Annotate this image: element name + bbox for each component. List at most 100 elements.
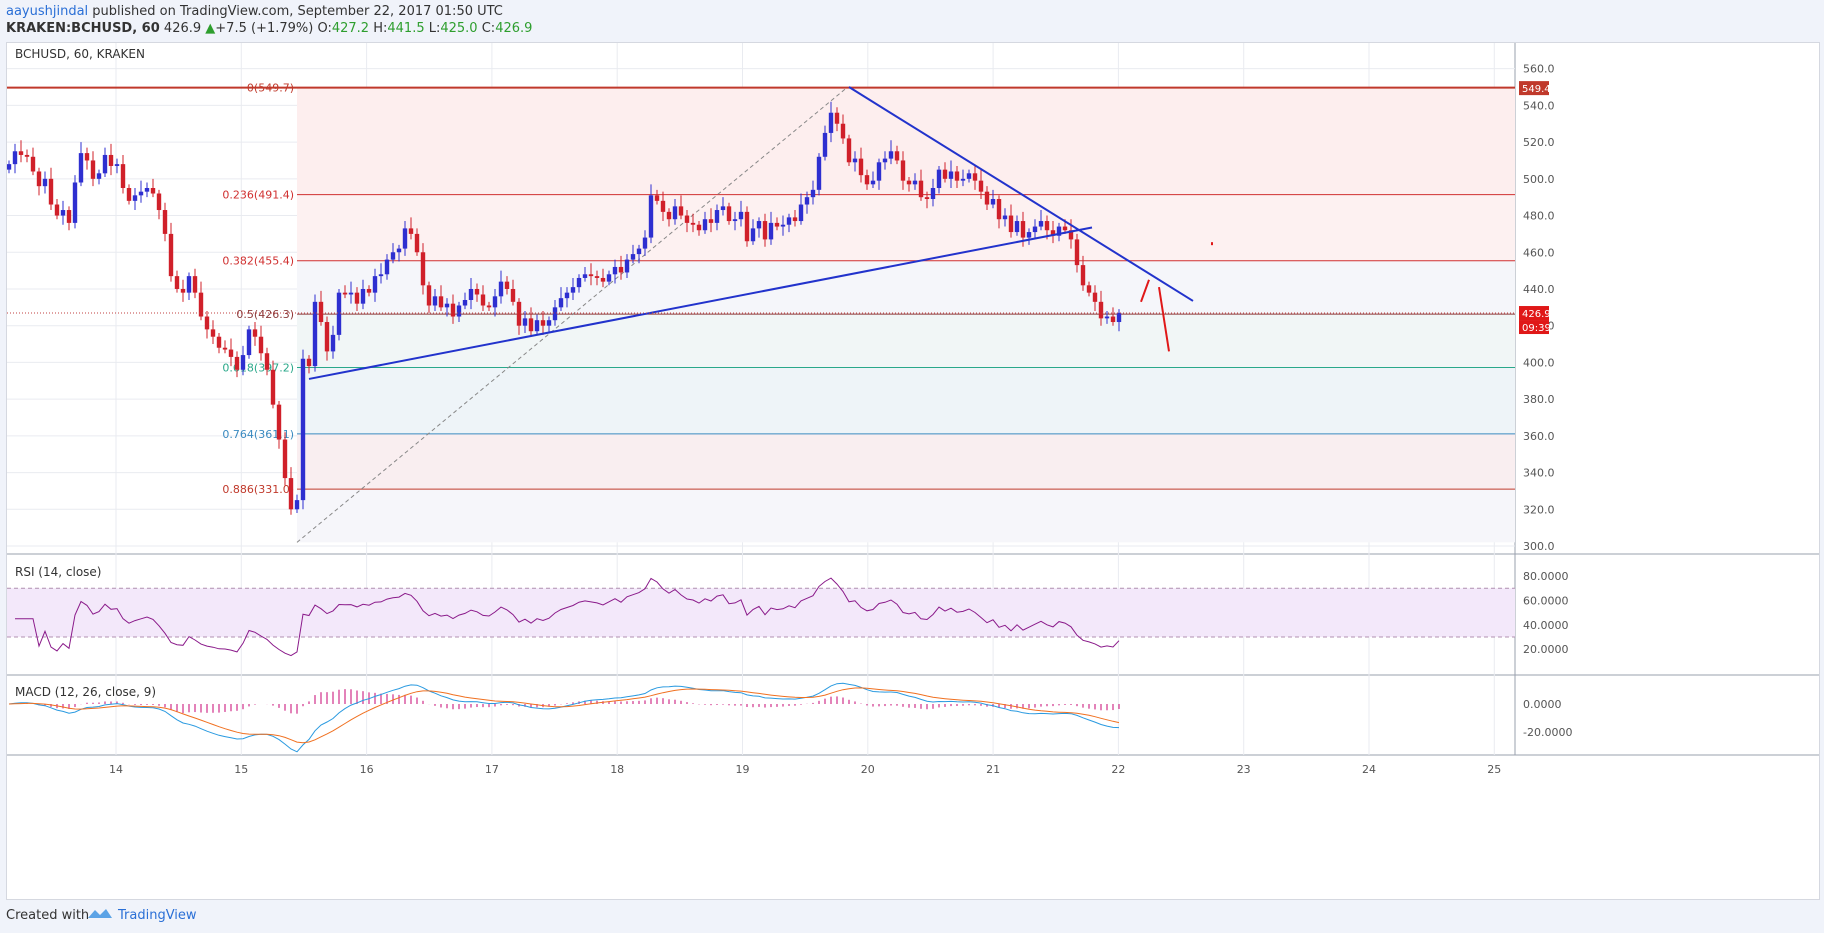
fib-zone — [297, 87, 1515, 195]
candle — [330, 334, 336, 352]
candle — [1026, 232, 1032, 238]
candle — [402, 228, 408, 249]
candle — [342, 292, 348, 295]
chart-svg[interactable]: 560.0540.0520.0500.0480.0460.0440.0420.0… — [6, 43, 1819, 899]
rsi-tick-label: 60.0000 — [1523, 594, 1569, 607]
tradingview-link[interactable]: TradingView — [118, 908, 197, 923]
fib-zone — [297, 314, 1515, 368]
candle — [6, 164, 12, 170]
footer: Created with TradingView — [0, 900, 1824, 933]
candle — [564, 292, 570, 299]
candle — [390, 252, 396, 260]
candle — [828, 112, 834, 133]
candle — [600, 277, 606, 282]
low-value: 425.0 — [440, 21, 478, 36]
fib-level-label: 0.5(426.3) — [236, 308, 294, 321]
candle — [726, 206, 732, 222]
candle — [684, 215, 690, 223]
candle — [246, 329, 252, 356]
candle — [996, 199, 1002, 220]
candle — [864, 175, 870, 185]
symbol-label: KRAKEN:BCHUSD, 60 — [6, 21, 160, 36]
candle — [732, 219, 738, 222]
candle — [810, 189, 816, 198]
time-tick-label: 23 — [1237, 763, 1251, 776]
candle — [618, 266, 624, 273]
candle — [960, 178, 966, 181]
candle — [1086, 285, 1092, 293]
candle — [504, 281, 510, 289]
candle — [204, 316, 210, 330]
candle — [846, 138, 852, 163]
candle — [582, 274, 588, 278]
candle — [1110, 316, 1116, 323]
candle — [654, 195, 660, 201]
rsi-band — [7, 588, 1515, 637]
candle — [456, 305, 462, 317]
time-tick-label: 15 — [234, 763, 248, 776]
candle — [768, 222, 774, 240]
candle — [942, 169, 948, 179]
up-arrow-icon: ▲ — [205, 21, 216, 36]
author-link[interactable]: aayushjindal — [6, 4, 89, 19]
rsi-line — [15, 577, 1120, 657]
candle — [408, 228, 414, 234]
chart-container[interactable]: 560.0540.0520.0500.0480.0460.0440.0420.0… — [6, 42, 1820, 900]
candle — [552, 307, 558, 321]
candle — [432, 296, 438, 306]
candle — [120, 164, 126, 188]
last-price: 426.9 — [163, 21, 202, 36]
candle — [36, 171, 42, 187]
price-tick-label: 300.0 — [1523, 540, 1555, 553]
candle — [192, 276, 198, 293]
candle — [186, 276, 192, 293]
time-tick-label: 20 — [861, 763, 875, 776]
candle — [522, 318, 528, 326]
time-tick-label: 14 — [109, 763, 123, 776]
candle — [42, 178, 48, 187]
rsi-tick-label: 80.0000 — [1523, 570, 1569, 583]
candle — [540, 320, 546, 326]
candle — [912, 180, 918, 185]
countdown-label: 09:39 — [1522, 323, 1551, 334]
candle — [780, 224, 786, 227]
candle — [126, 188, 132, 201]
candle — [1068, 230, 1074, 240]
candle — [930, 188, 936, 200]
candle — [18, 151, 24, 155]
candle — [924, 197, 930, 200]
candle — [756, 221, 762, 229]
candle — [966, 173, 972, 179]
candle — [858, 158, 864, 176]
candle — [642, 237, 648, 249]
candle — [396, 248, 402, 253]
price-change: +7.5 (+1.79%) — [215, 21, 314, 36]
fib-level-label: 0.236(491.4) — [222, 189, 294, 202]
candle — [678, 206, 684, 216]
candle — [468, 288, 474, 300]
candle — [270, 369, 276, 405]
candle — [54, 204, 60, 216]
signal-line — [8, 687, 1120, 744]
price-tick-label: 340.0 — [1523, 467, 1555, 480]
candle — [870, 180, 876, 185]
time-tick-label: 25 — [1487, 763, 1501, 776]
price-tick-label: 400.0 — [1523, 356, 1555, 369]
candle — [216, 336, 222, 348]
fib-zone — [297, 433, 1515, 490]
candle — [588, 274, 594, 277]
candle — [252, 329, 258, 337]
candle — [240, 355, 246, 370]
candle — [882, 158, 888, 163]
candle — [90, 160, 96, 179]
candle — [570, 287, 576, 293]
candle — [738, 211, 744, 220]
price-tick-label: 360.0 — [1523, 430, 1555, 443]
candle — [918, 180, 924, 198]
candle — [1002, 215, 1008, 220]
candle — [132, 195, 138, 201]
candle — [102, 154, 108, 174]
price-tick-label: 380.0 — [1523, 393, 1555, 406]
time-tick-label: 19 — [736, 763, 750, 776]
candle — [420, 252, 426, 286]
